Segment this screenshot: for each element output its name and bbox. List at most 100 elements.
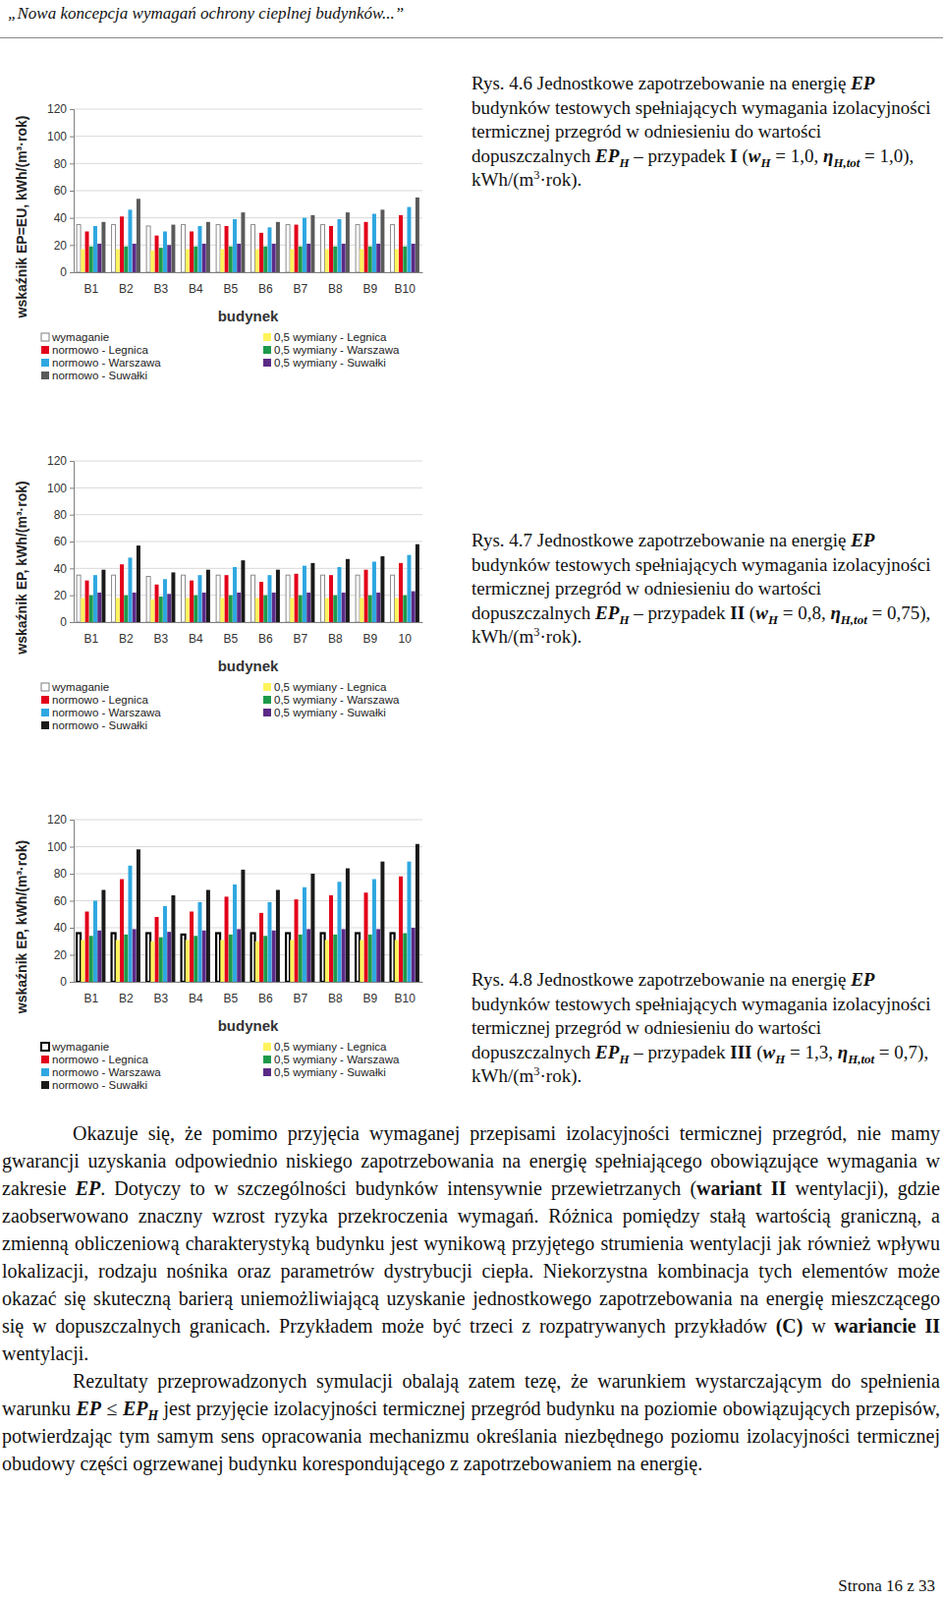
text-run: Rys. 4.8 Jednostkowe zapotrzebowanie na … [471,968,851,990]
bar [298,595,303,622]
bar [390,574,395,622]
legend-swatch [263,708,272,717]
tick: B5 [222,991,238,1005]
bar [332,934,337,982]
legend-swatch [41,1042,50,1051]
bar [132,243,137,273]
bar [202,930,207,982]
tick-label: 60 [54,534,68,549]
text-run: = 1,0, [771,145,824,167]
tick: B7 [292,631,308,646]
bar [224,225,229,273]
bar [306,592,311,622]
text-run: wariancie II [833,1314,941,1336]
bar [76,224,81,273]
bar [364,891,369,982]
text-run: w [755,602,769,623]
text-run: w [748,145,762,167]
text-run: II [729,602,745,623]
text-run: w [763,1041,777,1062]
tick-label: 100 [47,839,67,854]
bar [101,889,106,983]
tick: 80 [54,157,74,171]
bar [259,912,264,982]
text-run: III [729,1041,752,1062]
text-run: H,tot [840,611,868,627]
tick-mark [69,244,74,246]
bar [380,209,385,273]
bar [263,595,268,622]
bar [181,574,186,622]
axis-line [69,461,75,623]
tick-label: B7 [292,281,308,296]
legend: wymaganienormowo - Legnicanormowo - Wars… [41,331,400,382]
tick-label: 20 [54,947,68,962]
bar [206,221,211,273]
bar [267,574,272,622]
legend-swatch [263,332,272,341]
bar [289,597,294,622]
legend-label: normowo - Suwałki [52,719,148,731]
text-run: . Dotyczy to w szczególności budynków in… [100,1176,697,1199]
bar [155,584,160,622]
tick-label: 60 [54,893,68,908]
grid-line [73,460,423,462]
text-run: EP [850,968,875,990]
bar-chart: 020406080100120B1B2B3B4B5B6B7B8B910budyn… [13,453,424,731]
bar [101,221,106,273]
axis-line [74,981,424,983]
tick-label: 120 [47,812,67,827]
bar [123,934,128,982]
tick: B2 [118,281,134,296]
text-run: ·rok). [540,168,583,190]
bar [376,592,381,622]
text-run: wentylacji), gdzie zaobserwowano znaczny… [1,1176,941,1336]
tick-label: B5 [222,631,238,646]
bar [232,884,237,982]
bar [251,574,256,622]
grid-line [73,163,423,165]
legend-item: 0,5 wymiany - Warszawa [263,1053,400,1065]
figure-caption: Rys. 4.8 Jednostkowe zapotrzebowanie na … [471,967,934,1089]
tick-mark [69,819,74,821]
tick: 120 [47,102,74,116]
bar [332,246,337,273]
bar [364,221,369,273]
tick-label: 20 [54,588,68,603]
bar [240,559,245,622]
tick: 40 [54,920,74,935]
tick: B6 [258,281,274,296]
grid-line [73,873,423,875]
body-text: Okazuje się, że pomimo przyjęcia wymagan… [1,1118,941,1477]
legend-label: normowo - Suwałki [52,369,148,382]
bar [76,933,81,983]
legend-item: normowo - Suwałki [41,1078,148,1091]
bar [228,934,233,982]
legend-label: 0,5 wymiany - Legnica [274,680,388,693]
legend-item: normowo - Legnica [41,343,149,356]
bar [372,879,377,983]
bar [406,554,411,622]
y-axis-title: wskaźnik EP, kWh/(m³·rok) [13,480,30,655]
bar [202,592,207,622]
tick-label: B3 [153,281,168,296]
bar [185,248,190,273]
tick-mark [69,873,74,875]
tick-label: 100 [47,481,67,496]
legend-swatch [41,345,50,354]
text-run: EP [595,1041,619,1062]
header-rule [0,37,943,39]
tick: 100 [47,129,74,144]
legend-label: 0,5 wymiany - Legnica [274,331,388,343]
bar [85,580,90,622]
bar [93,574,98,622]
bar [220,248,224,273]
figure-caption: Rys. 4.6 Jednostkowe zapotrzebowanie na … [471,71,934,193]
text-run: H [768,611,778,627]
tick-label: 80 [54,507,68,522]
text-run: EP [122,1396,149,1419]
figure-caption: Rys. 4.7 Jednostkowe zapotrzebowanie na … [471,528,934,650]
tick: 120 [47,812,74,827]
axis-line [74,272,424,274]
bars [76,544,420,622]
